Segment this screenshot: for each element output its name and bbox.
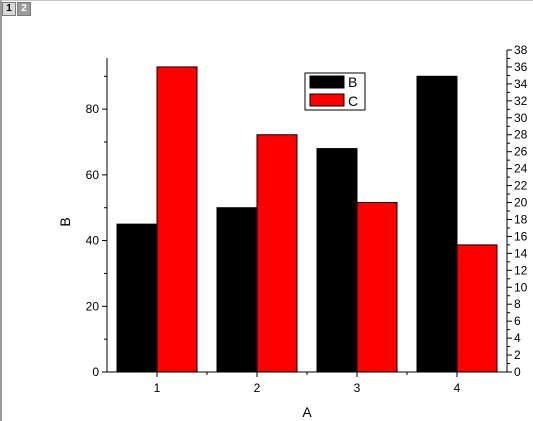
- x-ticks: 1 2 3 4: [154, 372, 461, 395]
- legend-label-b: B: [348, 74, 357, 90]
- bar-b-2: [216, 207, 258, 373]
- right-y-tick-label: 12: [514, 263, 528, 277]
- right-y-tick-label: 10: [514, 280, 528, 294]
- x-tick-label: 2: [254, 381, 261, 395]
- left-y-tick-label: 80: [86, 102, 100, 116]
- left-y-tick-label: 40: [86, 234, 100, 248]
- x-tick-label: 1: [154, 381, 161, 395]
- left-y-tick-label: 20: [86, 299, 100, 313]
- right-y-tick-label: 6: [514, 314, 521, 328]
- legend-label-c: C: [348, 93, 358, 109]
- y-axis-label: B: [57, 217, 73, 226]
- right-y-tick-label: 24: [514, 162, 528, 176]
- right-y-tick-label: 26: [514, 145, 528, 159]
- bar-c-3: [356, 202, 398, 373]
- legend: B C: [304, 72, 366, 111]
- bar-b-4: [416, 75, 458, 373]
- right-y-tick-label: 28: [514, 128, 528, 142]
- right-y-tick-label: 22: [514, 179, 528, 193]
- bars-layer: [116, 66, 498, 373]
- right-y-tick-label: 32: [514, 94, 528, 108]
- right-y-tick-label: 18: [514, 212, 528, 226]
- right-y-tick-label: 16: [514, 229, 528, 243]
- bar-c-4: [456, 244, 498, 373]
- right-y-tick-label: 30: [514, 111, 528, 125]
- right-y-tick-label: 34: [514, 77, 528, 91]
- bar-c-1: [156, 66, 198, 373]
- x-axis-label: A: [302, 404, 312, 420]
- layer-tab-1[interactable]: 1: [2, 2, 16, 16]
- left-y-tick-label: 60: [86, 168, 100, 182]
- right-y-tick-label: 20: [514, 196, 528, 210]
- legend-swatch-c: [309, 93, 345, 107]
- right-y-tick-label: 8: [514, 297, 521, 311]
- bar-c-2: [256, 134, 298, 373]
- left-y-tick-label: 0: [92, 365, 99, 379]
- layer-tab-2[interactable]: 2: [17, 2, 31, 16]
- x-tick-label: 3: [354, 381, 361, 395]
- x-tick-label: 4: [454, 381, 461, 395]
- bar-b-3: [316, 148, 358, 373]
- legend-swatch-b: [309, 75, 345, 89]
- left-y-ticks: 0 20 40 60 80: [86, 75, 107, 379]
- right-y-tick-label: 4: [514, 331, 521, 345]
- right-y-tick-label: 0: [514, 365, 521, 379]
- right-y-tick-label: 14: [514, 246, 528, 260]
- right-y-tick-label: 2: [514, 348, 521, 362]
- bar-b-1: [116, 223, 158, 373]
- right-y-tick-label: 36: [514, 60, 528, 74]
- layer-tabs: 1 2: [2, 2, 31, 16]
- right-y-tick-label: 38: [514, 43, 528, 57]
